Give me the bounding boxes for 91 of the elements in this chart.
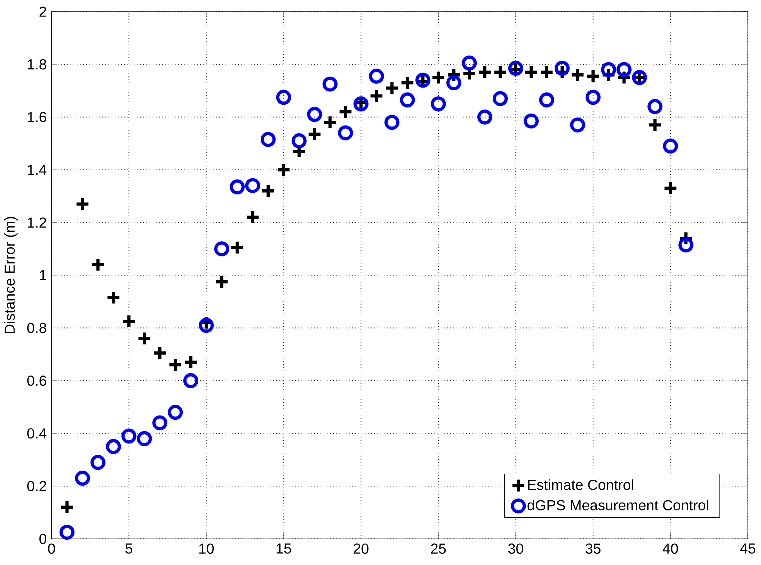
y-tick-label: 1.4 [28, 165, 47, 176]
point [60, 525, 75, 540]
point [214, 274, 230, 290]
x-tick-label: 45 [740, 544, 756, 554]
point [75, 196, 90, 212]
point [462, 56, 478, 71]
point [570, 118, 586, 133]
point [616, 62, 632, 78]
point [338, 126, 354, 141]
point [260, 184, 276, 199]
legend-label: Estimate Control [528, 480, 634, 490]
point [276, 162, 292, 178]
x-tick-label: 25 [431, 544, 446, 554]
point [554, 61, 570, 76]
point [648, 99, 663, 114]
point [648, 118, 663, 133]
legend-label: dGPS Measurement Control [528, 500, 708, 511]
point [60, 500, 75, 516]
y-tick-label: 1.8 [28, 60, 46, 70]
point [431, 70, 446, 86]
y-tick-label: 1 [40, 270, 46, 281]
point [678, 238, 694, 253]
point [307, 127, 322, 142]
point [492, 91, 508, 106]
point [106, 439, 122, 454]
point [214, 242, 230, 257]
point [137, 331, 152, 346]
point [524, 65, 539, 80]
x-tick-label: 40 [662, 544, 678, 554]
point [431, 96, 446, 112]
point [152, 416, 168, 431]
point [570, 68, 586, 83]
x-tick-label: 20 [354, 544, 369, 554]
point [492, 65, 508, 80]
point [586, 90, 601, 106]
point [663, 181, 678, 196]
point [199, 318, 214, 334]
point [137, 431, 152, 447]
point [184, 373, 199, 389]
y-tick-label: 2 [40, 6, 46, 18]
point [168, 358, 184, 373]
point [601, 62, 616, 78]
point [369, 88, 384, 104]
y-tick-label: 0 [40, 534, 47, 544]
y-tick-label: 0.6 [28, 376, 46, 386]
point [90, 258, 106, 273]
point [122, 314, 137, 330]
point [276, 90, 292, 106]
point [478, 110, 493, 125]
point [245, 178, 260, 194]
point [230, 180, 245, 195]
point [478, 65, 493, 80]
point [663, 138, 678, 154]
point [338, 104, 354, 120]
point [90, 455, 106, 470]
y-tick-label: 0.2 [28, 481, 46, 492]
point [322, 76, 338, 92]
point [292, 134, 307, 149]
x-tick-label: 35 [586, 544, 601, 554]
point [152, 346, 168, 361]
point [245, 210, 260, 226]
point [322, 115, 338, 130]
point [260, 132, 276, 148]
point [307, 107, 322, 122]
y-axis-title: Distance Error (m) [4, 217, 18, 334]
y-tick-label: 1.6 [28, 112, 46, 123]
point [384, 115, 400, 130]
point [586, 69, 601, 84]
point [524, 114, 539, 129]
point [369, 69, 384, 84]
point [400, 92, 416, 108]
point [122, 428, 137, 444]
y-tick-label: 1.2 [28, 218, 46, 228]
point [230, 240, 245, 256]
point [184, 355, 199, 370]
x-tick-label: 0 [48, 544, 56, 554]
point [539, 92, 554, 108]
point [400, 76, 416, 91]
x-tick-label: 15 [276, 544, 292, 554]
y-tick-label: 0.4 [28, 428, 47, 439]
point [446, 68, 462, 83]
point [168, 405, 184, 420]
point [539, 65, 554, 80]
point [384, 80, 400, 96]
x-tick-label: 30 [508, 544, 524, 554]
y-tick-label: 0.8 [28, 323, 46, 334]
point [75, 471, 90, 486]
x-tick-label: 10 [200, 544, 214, 554]
point [446, 76, 462, 91]
point [106, 290, 122, 306]
x-tick-label: 5 [126, 544, 133, 554]
